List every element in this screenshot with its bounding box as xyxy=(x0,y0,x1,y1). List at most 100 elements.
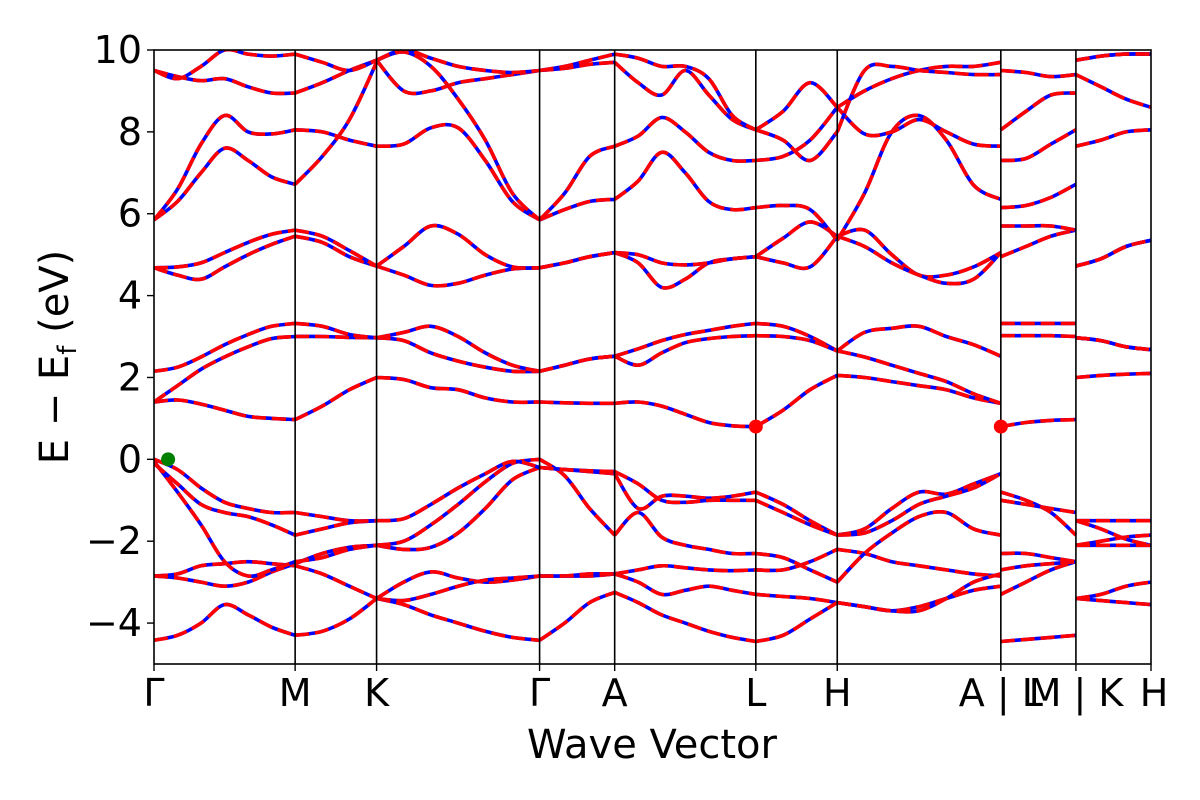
band-interp-seg4-b2 xyxy=(613,590,757,644)
band-interp-seg3-b2 xyxy=(538,590,616,642)
band-interp-seg2-b12 xyxy=(375,50,541,222)
band-interp-seg1-b14 xyxy=(294,52,378,73)
band-interp-seg7-b13 xyxy=(999,91,1077,132)
band-interp-seg0-b0 xyxy=(154,602,296,643)
band-interp-seg3-b14 xyxy=(539,52,616,73)
band-interp-seg7-b4 xyxy=(1000,551,1077,564)
band-dft-seg2-b5 xyxy=(376,459,541,523)
band-interp-seg5-b0 xyxy=(755,547,838,573)
band-interp-seg0-b13 xyxy=(154,68,296,96)
band-interp-seg7-b0 xyxy=(1000,633,1077,644)
band-interp-seg3-b6 xyxy=(539,400,615,406)
band-interp-seg4-b11 xyxy=(613,150,757,212)
band-interp-seg7-b10 xyxy=(1000,223,1077,232)
band-interp-seg7-b11 xyxy=(1000,182,1077,210)
band-interp-seg6-b11 xyxy=(835,113,1002,242)
x-tick-label-5: L xyxy=(745,671,766,715)
band-interp-seg5-b14 xyxy=(755,128,839,163)
band-interp-seg8-b14 xyxy=(1075,52,1151,62)
x-tick-label-0: Γ xyxy=(143,671,164,715)
x-axis-title: Wave Vector xyxy=(527,722,778,768)
x-axis-ticks: Γ M K Γ A L H A | LM | K H xyxy=(143,664,1168,716)
band-interp-seg3-b8 xyxy=(539,354,615,374)
band-interp-seg5-b5 xyxy=(755,498,838,537)
y-tick-label-6: −2 xyxy=(86,519,142,563)
band-interp-seg0-b3 xyxy=(154,460,296,579)
y-tick-label-4: 2 xyxy=(118,355,142,399)
band-interp-seg4-b1 xyxy=(614,572,757,597)
band-dft-seg0-b11 xyxy=(154,146,296,222)
x-tick-label-4: A xyxy=(602,671,628,715)
band-interp-seg0-b11 xyxy=(154,146,296,222)
band-interp-seg4-b3 xyxy=(613,472,757,511)
band-dft-seg5-b2 xyxy=(755,601,839,644)
band-interp-seg0-b12 xyxy=(154,113,296,222)
band-interp-seg7-b2 xyxy=(1000,559,1077,572)
band-interp-seg5-b2 xyxy=(755,601,839,644)
band-interp-seg1-b1 xyxy=(294,564,378,601)
y-axis-ticks: 10 8 6 4 2 0 −2 −4 xyxy=(86,28,154,645)
extrema-markers xyxy=(161,419,1008,467)
band-interp-seg2-b3 xyxy=(376,465,541,552)
band-interp-seg4-b10 xyxy=(614,250,756,267)
band-interp-seg4-b13 xyxy=(613,60,757,132)
band-interp-seg7-b14 xyxy=(1000,68,1077,79)
y-tick-label-7: −4 xyxy=(86,601,142,645)
band-interp-seg1-b9 xyxy=(294,234,378,268)
band-interp-seg4-b14 xyxy=(614,52,757,132)
band-dft-seg3-b12 xyxy=(538,144,616,222)
band-dft-seg6-b4 xyxy=(835,510,1002,584)
band-dft-seg2-b12 xyxy=(375,50,541,222)
band-interp-seg8-b11 xyxy=(1075,128,1151,148)
band-interp-seg7-b3 xyxy=(1000,490,1078,537)
band-interp-seg3-b11 xyxy=(538,197,615,222)
band-dft-seg5-b11 xyxy=(755,203,839,242)
band-interp-seg6-b6 xyxy=(837,373,1002,406)
band-dft-seg0-b13 xyxy=(154,68,296,96)
x-tick-label-3: Γ xyxy=(529,671,550,715)
band-dft-seg6-b12 xyxy=(835,105,1001,148)
band-interp-seg5-b12 xyxy=(755,106,839,163)
y-tick-label-2: 6 xyxy=(118,192,142,236)
band-dft-seg7-b13 xyxy=(999,91,1077,132)
band-interp-seg1-b6 xyxy=(294,375,378,422)
band-interp-seg6-b14 xyxy=(835,62,1001,133)
band-interp-seg3-b1 xyxy=(539,571,615,578)
band-interp-seg2-b11 xyxy=(376,122,541,222)
band-interp-seg7-b6 xyxy=(1000,417,1076,429)
y-tick-label-5: 0 xyxy=(118,437,142,481)
band-interp-seg7-b9 xyxy=(1000,228,1077,259)
band-interp-seg2-b9 xyxy=(376,264,540,288)
band-dft-seg6-b9 xyxy=(836,227,1002,279)
y-tick-label-3: 4 xyxy=(118,274,142,318)
band-interp-seg2-b14 xyxy=(375,50,540,75)
band-interp-seg2-b2 xyxy=(376,574,540,603)
band-interp-seg2-b8 xyxy=(376,324,540,374)
band-interp-seg5-b13 xyxy=(754,80,839,132)
x-tick-label-1: M xyxy=(279,671,312,715)
band-dft-seg0-b10 xyxy=(154,228,296,270)
band-dft-seg4-b4 xyxy=(613,510,756,556)
y-tick-label-1: 8 xyxy=(118,110,142,154)
band-interp-seg4-b9 xyxy=(613,250,756,290)
band-interp-seg8-b8 xyxy=(1075,336,1151,352)
band-interp-seg6-b2 xyxy=(836,572,1002,614)
band-interp-seg6-b10 xyxy=(836,234,1003,286)
band-interp-seg5-b6 xyxy=(754,373,839,429)
band-interp-seg2-b0 xyxy=(376,596,540,643)
band-interp-seg6-b12 xyxy=(835,105,1001,148)
band-interp-seg6-b8 xyxy=(836,349,1002,405)
band-interp-seg1-b10 xyxy=(294,228,378,268)
band-interp-seg7-b12 xyxy=(1000,128,1077,163)
band-interp-seg1-b11 xyxy=(293,61,379,186)
plot-frame xyxy=(153,49,1152,665)
x-tick-label-6: H xyxy=(823,671,852,715)
y-axis-title-sub: f xyxy=(53,345,83,355)
band-interp-seg0-b2 xyxy=(154,562,296,589)
cbm-marker-l xyxy=(748,419,763,434)
bands-layer xyxy=(154,50,1151,644)
band-interp-seg4-b5 xyxy=(613,470,756,505)
band-interp-seg0-b10 xyxy=(154,228,296,270)
band-interp-seg2-b10 xyxy=(375,223,540,270)
